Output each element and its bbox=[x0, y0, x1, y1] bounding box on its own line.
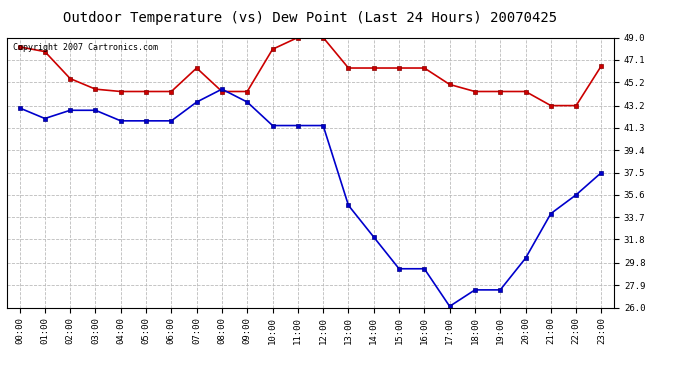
Text: Copyright 2007 Cartronics.com: Copyright 2007 Cartronics.com bbox=[13, 43, 158, 52]
Text: Outdoor Temperature (vs) Dew Point (Last 24 Hours) 20070425: Outdoor Temperature (vs) Dew Point (Last… bbox=[63, 11, 558, 25]
